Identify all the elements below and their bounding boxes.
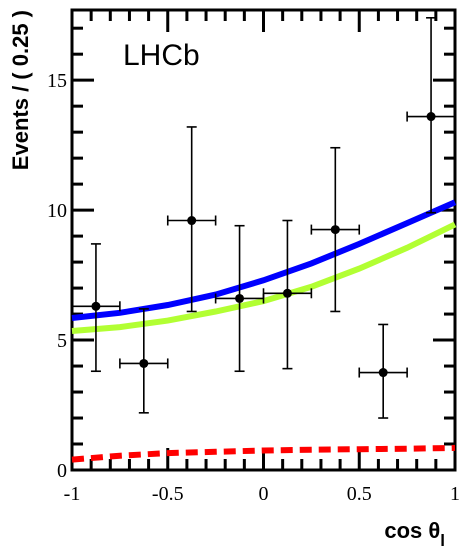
data-marker — [187, 216, 197, 226]
y-tick-label: 0 — [57, 460, 67, 482]
x-tick-label: 1 — [450, 483, 460, 505]
data-point — [262, 219, 313, 370]
data-point — [214, 224, 265, 373]
axis-ticks — [70, 10, 457, 472]
x-tick-label: -1 — [64, 483, 81, 505]
data-marker — [282, 288, 292, 298]
data-points — [71, 16, 456, 419]
data-point — [71, 243, 121, 373]
data-marker — [426, 112, 436, 122]
data-marker — [139, 358, 149, 368]
x-tick-label: 0.5 — [347, 483, 372, 505]
data-point — [310, 146, 361, 313]
x-axis-title-subscript: l — [440, 531, 445, 550]
data-point — [119, 308, 169, 414]
data-marker — [330, 225, 340, 235]
y-tick-label: 5 — [57, 330, 67, 352]
data-point — [358, 323, 408, 419]
y-tick-label: 15 — [47, 70, 67, 92]
data-marker — [91, 301, 101, 311]
experiment-label: LHCb — [123, 39, 200, 72]
y-tick-label: 10 — [47, 200, 67, 222]
data-marker — [378, 368, 388, 378]
fit-curves — [71, 199, 457, 463]
background-curve — [71, 444, 456, 463]
data-marker — [235, 293, 245, 303]
data-point — [406, 16, 456, 214]
y-axis-title: Events / ( 0.25 ) — [8, 10, 33, 170]
fit-curve — [71, 199, 457, 321]
x-axis-title-main: cos θ — [384, 518, 440, 543]
plot-frame — [70, 8, 457, 472]
x-tick-label: 0 — [259, 483, 269, 505]
x-tick-label: -0.5 — [152, 483, 184, 505]
data-point — [166, 126, 217, 313]
x-axis-title: cos θl — [384, 518, 445, 550]
